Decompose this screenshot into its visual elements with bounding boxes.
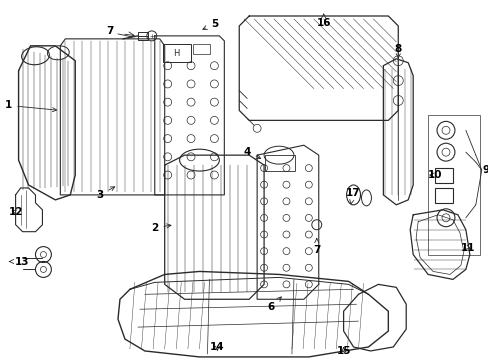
Text: 3: 3 <box>96 187 115 200</box>
Text: 16: 16 <box>316 14 330 28</box>
Bar <box>138 32 147 40</box>
Text: 17: 17 <box>346 188 360 204</box>
Text: 13: 13 <box>9 257 30 266</box>
Bar <box>427 116 479 255</box>
Bar <box>434 168 452 183</box>
Text: 4: 4 <box>243 147 260 159</box>
Text: 7: 7 <box>106 26 114 36</box>
Text: H: H <box>173 49 180 58</box>
Text: 14: 14 <box>210 342 224 352</box>
Bar <box>434 188 452 203</box>
Bar <box>163 44 190 62</box>
Text: 5: 5 <box>203 19 218 30</box>
Text: 15: 15 <box>336 346 350 356</box>
Bar <box>264 155 294 171</box>
Text: 10: 10 <box>427 170 441 180</box>
Text: 12: 12 <box>8 207 23 217</box>
Text: 2: 2 <box>151 223 171 233</box>
Text: 8: 8 <box>394 44 401 58</box>
Text: 6: 6 <box>267 297 281 312</box>
Bar <box>192 44 210 54</box>
Text: 11: 11 <box>460 243 474 253</box>
Text: 7: 7 <box>312 239 320 255</box>
Text: 9: 9 <box>481 165 488 175</box>
Text: 1: 1 <box>5 100 57 112</box>
